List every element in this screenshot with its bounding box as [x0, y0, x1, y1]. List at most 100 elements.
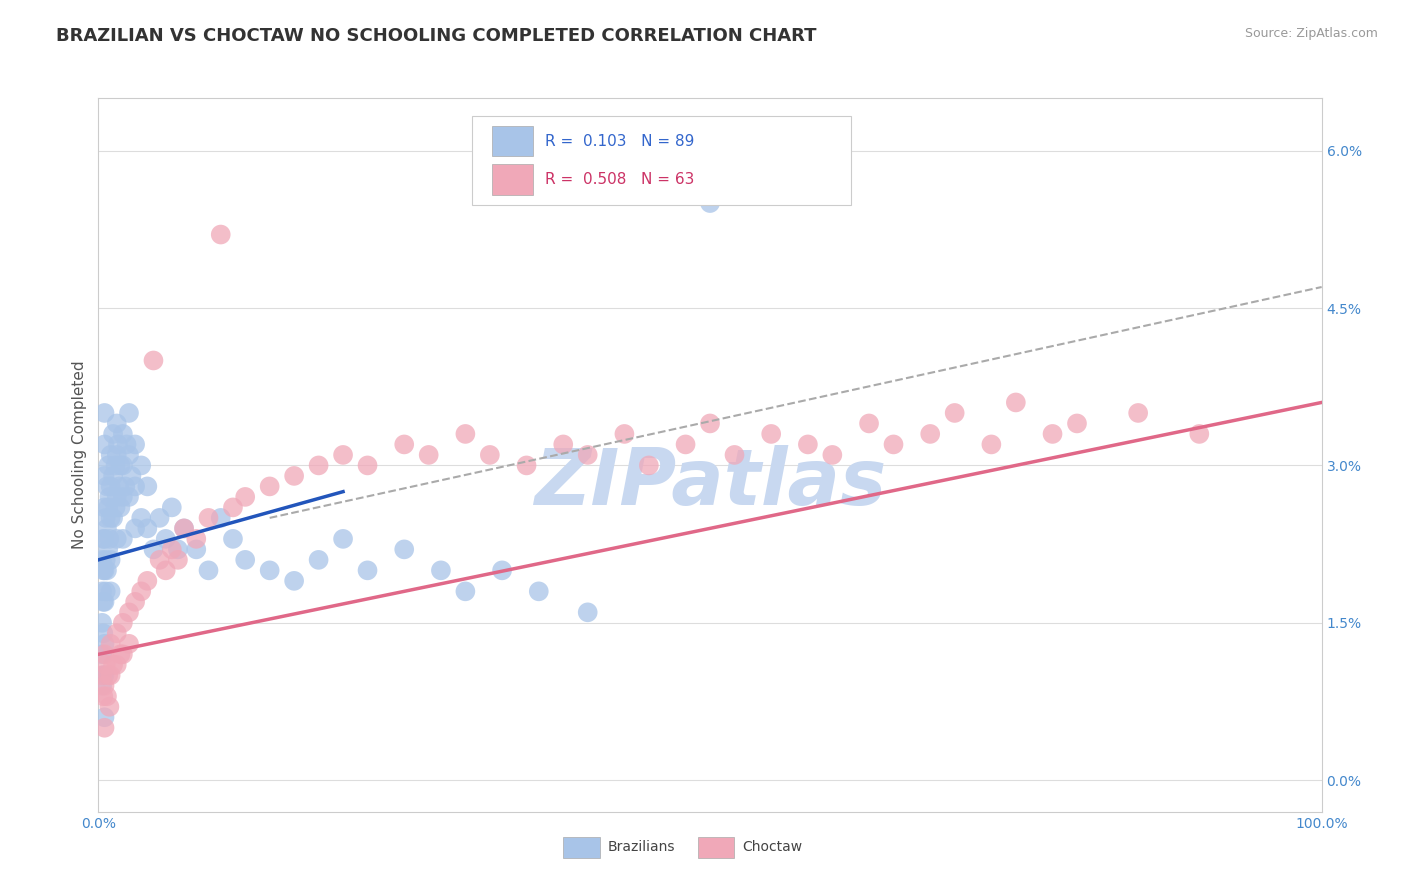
Point — [91, 532, 114, 546]
Point — [160, 500, 183, 515]
Point — [454, 584, 477, 599]
Point — [91, 690, 114, 704]
Point — [1042, 426, 1064, 441]
Point — [100, 637, 122, 651]
Point — [101, 469, 124, 483]
Point — [111, 458, 134, 473]
Point — [94, 584, 117, 599]
Point — [454, 426, 477, 441]
Point — [93, 563, 115, 577]
Point — [308, 458, 330, 473]
Point — [527, 584, 550, 599]
Point — [149, 511, 172, 525]
Point — [233, 490, 256, 504]
Point — [613, 426, 636, 441]
FancyBboxPatch shape — [471, 116, 851, 205]
Point — [356, 563, 378, 577]
Point — [93, 469, 115, 483]
Point — [222, 500, 245, 515]
Point — [111, 490, 134, 504]
Point — [167, 542, 190, 557]
Point — [111, 615, 134, 630]
Point — [173, 521, 195, 535]
Point — [430, 563, 453, 577]
Point — [1188, 426, 1211, 441]
Point — [96, 563, 118, 577]
Point — [91, 668, 114, 682]
Point — [105, 448, 128, 462]
Point — [96, 690, 118, 704]
Point — [155, 563, 177, 577]
Point — [114, 479, 136, 493]
Point — [1066, 417, 1088, 431]
Text: Source: ZipAtlas.com: Source: ZipAtlas.com — [1244, 27, 1378, 40]
Point — [136, 574, 159, 588]
Point — [105, 626, 128, 640]
Point — [97, 542, 120, 557]
Point — [100, 584, 122, 599]
Point — [96, 521, 118, 535]
Point — [209, 227, 232, 242]
Point — [93, 532, 115, 546]
Text: ZIPatlas: ZIPatlas — [534, 445, 886, 522]
Point — [124, 437, 146, 451]
Point — [1128, 406, 1150, 420]
Point — [118, 605, 141, 619]
Point — [883, 437, 905, 451]
Text: R =  0.508   N = 63: R = 0.508 N = 63 — [546, 172, 695, 187]
Point — [110, 648, 132, 662]
Point — [104, 500, 127, 515]
Point — [797, 437, 820, 451]
Text: Brazilians: Brazilians — [607, 840, 675, 855]
Point — [97, 500, 120, 515]
Point — [110, 458, 132, 473]
Point — [149, 553, 172, 567]
Point — [186, 542, 208, 557]
Point — [124, 479, 146, 493]
Point — [173, 521, 195, 535]
Point — [356, 458, 378, 473]
Point — [91, 679, 114, 693]
Point — [920, 426, 942, 441]
Point — [98, 699, 121, 714]
Point — [699, 417, 721, 431]
Point — [332, 448, 354, 462]
Point — [98, 532, 121, 546]
Point — [93, 406, 115, 420]
Point — [761, 426, 783, 441]
Bar — [697, 837, 734, 858]
Point — [93, 637, 115, 651]
Point — [136, 479, 159, 493]
Point — [576, 605, 599, 619]
Point — [142, 542, 165, 557]
Point — [96, 479, 118, 493]
Point — [91, 668, 114, 682]
Bar — [492, 126, 533, 156]
Point — [124, 595, 146, 609]
Point — [93, 648, 115, 662]
Point — [222, 532, 245, 546]
Point — [129, 584, 152, 599]
Point — [167, 553, 190, 567]
Text: Choctaw: Choctaw — [742, 840, 801, 855]
Point — [91, 615, 114, 630]
Point — [392, 437, 416, 451]
Bar — [492, 164, 533, 195]
Point — [858, 417, 880, 431]
Point — [100, 448, 122, 462]
Point — [118, 490, 141, 504]
Point — [107, 437, 129, 451]
Point — [120, 469, 142, 483]
Point — [101, 657, 124, 672]
Point — [197, 511, 219, 525]
Point — [118, 448, 141, 462]
Point — [98, 490, 121, 504]
Point — [105, 657, 128, 672]
Point — [160, 542, 183, 557]
Point — [91, 563, 114, 577]
Point — [516, 458, 538, 473]
Point — [136, 521, 159, 535]
Point — [111, 648, 134, 662]
Point — [105, 532, 128, 546]
Point — [723, 448, 745, 462]
